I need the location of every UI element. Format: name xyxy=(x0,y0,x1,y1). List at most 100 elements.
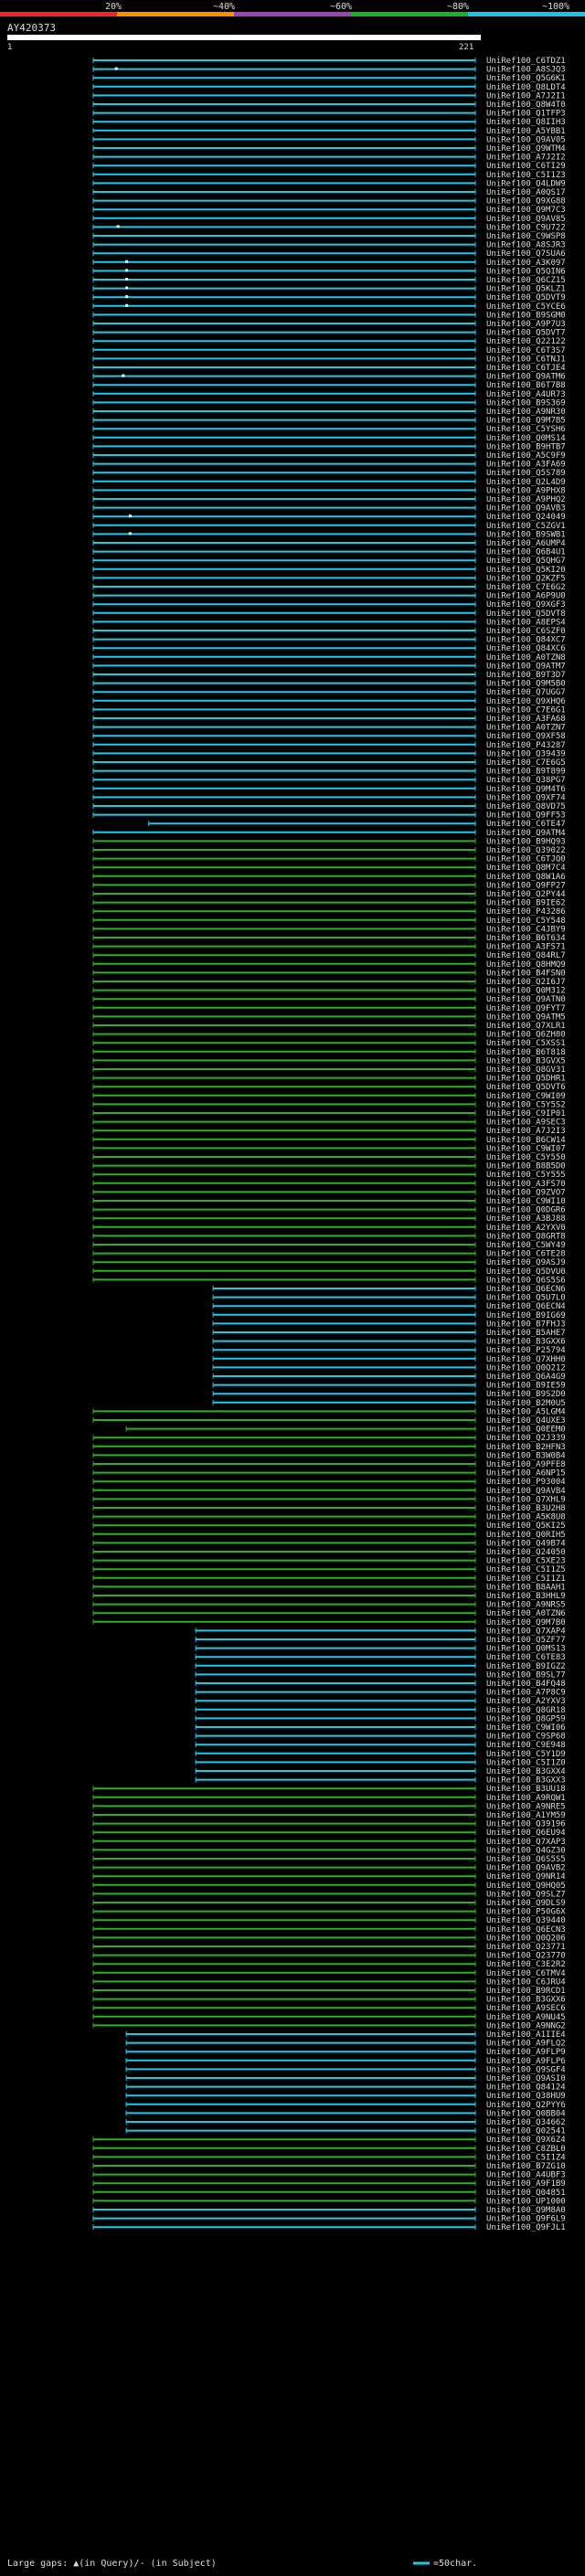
hit-label[interactable]: UniRef100_Q8VD75 xyxy=(486,802,566,811)
hit-row[interactable]: UniRef100_Q5DVT6 xyxy=(92,1083,566,1092)
hit-label[interactable]: UniRef100_Q9FJL1 xyxy=(486,2223,566,2232)
hit-row[interactable]: UniRef100_Q8GP59 xyxy=(195,1714,566,1723)
hit-row[interactable]: UniRef100_Q8GR18 xyxy=(195,1706,566,1715)
hit-label[interactable]: UniRef100_Q49B74 xyxy=(486,1539,566,1548)
hit-label[interactable]: UniRef100_A3FA69 xyxy=(486,461,566,470)
hit-label[interactable]: UniRef100_Q24050 xyxy=(486,1548,566,1557)
hit-label[interactable]: UniRef100_B6T7B8 xyxy=(486,381,566,390)
hit-label[interactable]: UniRef100_B9RCD1 xyxy=(486,1987,566,1996)
hit-row[interactable]: UniRef100_P43286 xyxy=(92,907,566,917)
hit-row[interactable]: UniRef100_C5I1Z4 xyxy=(92,2153,566,2162)
hit-row[interactable]: UniRef100_Q1TFP3 xyxy=(92,110,566,119)
hit-label[interactable]: UniRef100_B7ZG10 xyxy=(486,2162,566,2171)
hit-label[interactable]: UniRef100_Q34662 xyxy=(486,2118,566,2127)
hit-row[interactable]: UniRef100_B9HTB7 xyxy=(92,442,566,451)
hit-label[interactable]: UniRef100_A2YXV0 xyxy=(486,1224,566,1233)
hit-row[interactable]: UniRef100_A9PHQ2 xyxy=(92,495,566,504)
hit-row[interactable]: UniRef100_Q5KI20 xyxy=(92,566,566,575)
hit-label[interactable]: UniRef100_Q6ZH80 xyxy=(486,1031,566,1040)
hit-label[interactable]: UniRef100_Q9XG88 xyxy=(486,197,566,207)
hit-row[interactable]: UniRef100_B6T7B8 xyxy=(92,381,566,390)
hit-row[interactable]: UniRef100_C9U722 xyxy=(92,223,566,232)
hit-label[interactable]: UniRef100_A7P8C9 xyxy=(486,1689,566,1698)
hit-label[interactable]: UniRef100_Q24049 xyxy=(486,513,566,522)
hit-label[interactable]: UniRef100_Q7SUA6 xyxy=(486,249,566,259)
hit-row[interactable]: UniRef100_C5YSH6 xyxy=(92,425,566,434)
hit-row[interactable]: UniRef100_Q38HU9 xyxy=(125,2092,566,2101)
hit-row[interactable]: UniRef100_C9SP68 xyxy=(195,1733,566,1742)
hit-row[interactable]: UniRef100_B5AHE7 xyxy=(212,1329,566,1338)
hit-row[interactable]: UniRef100_C9E948 xyxy=(195,1741,566,1750)
hit-row[interactable]: UniRef100_C6TE83 xyxy=(195,1653,566,1662)
hit-row[interactable]: UniRef100_Q9ZVO7 xyxy=(92,1188,566,1197)
hit-row[interactable]: UniRef100_B6T634 xyxy=(92,934,566,943)
hit-row[interactable]: UniRef100_C6TI29 xyxy=(92,162,566,171)
hit-row[interactable]: UniRef100_B6CW14 xyxy=(92,1136,566,1145)
hit-label[interactable]: UniRef100_Q7XAP4 xyxy=(486,1627,566,1636)
hit-label[interactable]: UniRef100_Q7XHH0 xyxy=(486,1355,566,1364)
hit-label[interactable]: UniRef100_Q39196 xyxy=(486,1820,566,1829)
hit-label[interactable]: UniRef100_Q2L4D9 xyxy=(486,478,566,487)
hit-label[interactable]: UniRef100_A5YBB1 xyxy=(486,127,566,136)
hit-row[interactable]: UniRef100_B9HQ93 xyxy=(92,837,566,846)
hit-row[interactable]: UniRef100_Q6CZ15 xyxy=(92,276,566,285)
hit-label[interactable]: UniRef100_Q6B4U1 xyxy=(486,548,566,557)
hit-label[interactable]: UniRef100_B9IE62 xyxy=(486,899,566,908)
hit-label[interactable]: UniRef100_Q8W4T0 xyxy=(486,101,566,110)
hit-row[interactable]: UniRef100_A6NP15 xyxy=(92,1469,566,1479)
hit-label[interactable]: UniRef100_Q38HU9 xyxy=(486,2092,566,2101)
hit-row[interactable]: UniRef100_B2HFN3 xyxy=(92,1443,566,1452)
hit-row[interactable]: UniRef100_A8SJR3 xyxy=(92,241,566,250)
hit-label[interactable]: UniRef100_C8ZBL0 xyxy=(486,2145,566,2154)
hit-row[interactable]: UniRef100_Q6A4G9 xyxy=(212,1373,566,1382)
hit-label[interactable]: UniRef100_B9IE59 xyxy=(486,1382,566,1391)
hit-row[interactable]: UniRef100_A9SEC3 xyxy=(92,1118,566,1128)
hit-label[interactable]: UniRef100_Q9M7B0 xyxy=(486,1618,566,1627)
hit-row[interactable]: UniRef100_C5Y1D9 xyxy=(195,1750,566,1759)
hit-label[interactable]: UniRef100_A9NNG2 xyxy=(486,2021,566,2030)
hit-label[interactable]: UniRef100_Q2I6J7 xyxy=(486,978,566,987)
hit-label[interactable]: UniRef100_B3GVX5 xyxy=(486,1056,566,1065)
hit-label[interactable]: UniRef100_B2HFN3 xyxy=(486,1443,566,1452)
hit-label[interactable]: UniRef100_C5Y555 xyxy=(486,1171,566,1180)
hit-label[interactable]: UniRef100_B2M0U5 xyxy=(486,1399,566,1408)
hit-label[interactable]: UniRef100_A2YXV3 xyxy=(486,1697,566,1706)
hit-row[interactable]: UniRef100_C3E2R2 xyxy=(92,1960,566,1969)
hit-label[interactable]: UniRef100_C5Y550 xyxy=(486,1153,566,1162)
hit-row[interactable]: UniRef100_A9F1B9 xyxy=(92,2179,566,2189)
hit-label[interactable]: UniRef100_B8B5D0 xyxy=(486,1162,566,1171)
hit-label[interactable]: UniRef100_B9SGM0 xyxy=(486,311,566,320)
hit-label[interactable]: UniRef100_P43286 xyxy=(486,907,566,917)
hit-row[interactable]: UniRef100_P25794 xyxy=(212,1346,566,1355)
hit-label[interactable]: UniRef100_Q4UXE3 xyxy=(486,1416,566,1426)
hit-label[interactable]: UniRef100_A3BJ88 xyxy=(486,1214,566,1224)
hit-row[interactable]: UniRef100_C9WI10 xyxy=(92,1197,566,1206)
hit-label[interactable]: UniRef100_A7J2I1 xyxy=(486,91,566,101)
hit-label[interactable]: UniRef100_B8AAH1 xyxy=(486,1583,566,1592)
hit-label[interactable]: UniRef100_C5Y5S2 xyxy=(486,1100,566,1109)
hit-label[interactable]: UniRef100_B3W0B4 xyxy=(486,1451,566,1460)
hit-row[interactable]: UniRef100_B3GXX4 xyxy=(195,1767,566,1776)
hit-row[interactable]: UniRef100_A9FLQ2 xyxy=(125,2040,566,2049)
hit-label[interactable]: UniRef100_B9S2D0 xyxy=(486,1390,566,1399)
hit-row[interactable]: UniRef100_Q23771 xyxy=(92,1943,566,1952)
hit-label[interactable]: UniRef100_B9HQ93 xyxy=(486,837,566,846)
hit-row[interactable]: UniRef100_C5I1Z5 xyxy=(92,1565,566,1574)
hit-row[interactable]: UniRef100_A9SEC6 xyxy=(92,2004,566,2013)
hit-label[interactable]: UniRef100_A8SJQ3 xyxy=(486,66,566,75)
hit-row[interactable]: UniRef100_B9SL77 xyxy=(195,1670,566,1680)
hit-label[interactable]: UniRef100_B6CW14 xyxy=(486,1136,566,1145)
hit-row[interactable]: UniRef100_Q9ATM7 xyxy=(92,662,566,671)
hit-label[interactable]: UniRef100_A3FS71 xyxy=(486,943,566,952)
hit-row[interactable]: UniRef100_Q84XC6 xyxy=(92,644,566,653)
hit-row[interactable]: UniRef100_A4UBF3 xyxy=(92,2171,566,2180)
hit-row[interactable]: UniRef100_A4UR73 xyxy=(92,390,566,399)
hit-label[interactable]: UniRef100_C9SP68 xyxy=(486,1733,566,1742)
hit-row[interactable]: UniRef100_C7E6G2 xyxy=(92,583,566,592)
hit-row[interactable]: UniRef100_B3HHL9 xyxy=(92,1592,566,1601)
hit-label[interactable]: UniRef100_A7J2I2 xyxy=(486,154,566,163)
hit-row[interactable]: UniRef100_A6P9U0 xyxy=(92,592,566,601)
hit-row[interactable]: UniRef100_Q9WTM4 xyxy=(92,144,566,154)
hit-label[interactable]: UniRef100_C9IP01 xyxy=(486,1109,566,1118)
hit-label[interactable]: UniRef100_B7FHJ3 xyxy=(486,1320,566,1329)
